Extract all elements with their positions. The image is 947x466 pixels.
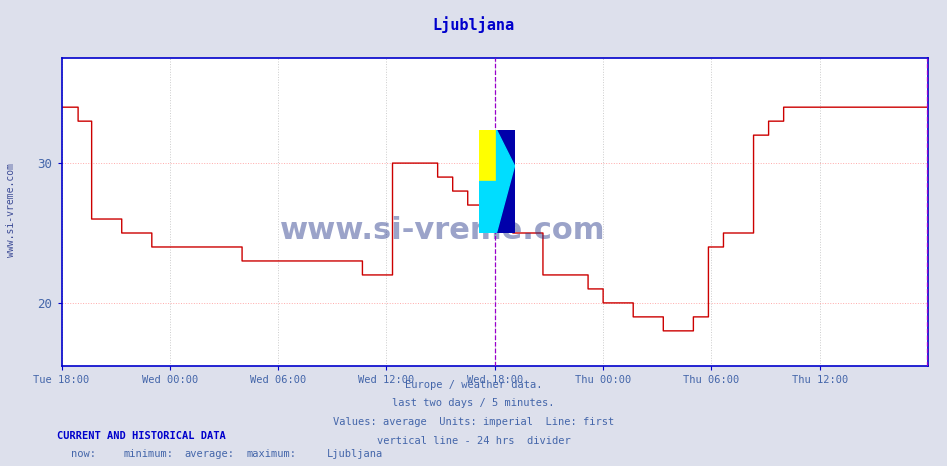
Text: www.si-vreme.com: www.si-vreme.com <box>280 216 605 245</box>
Text: Ljubljana: Ljubljana <box>433 16 514 33</box>
Text: Ljubljana: Ljubljana <box>327 449 383 459</box>
Polygon shape <box>496 130 514 233</box>
Text: Europe / weather data.: Europe / weather data. <box>404 380 543 390</box>
Bar <box>478 181 496 233</box>
Text: average:: average: <box>185 449 235 459</box>
Text: maximum:: maximum: <box>246 449 296 459</box>
Text: vertical line - 24 hrs  divider: vertical line - 24 hrs divider <box>377 436 570 445</box>
Bar <box>478 130 496 181</box>
Text: now:: now: <box>71 449 96 459</box>
Text: CURRENT AND HISTORICAL DATA: CURRENT AND HISTORICAL DATA <box>57 431 225 441</box>
Text: last two days / 5 minutes.: last two days / 5 minutes. <box>392 398 555 408</box>
Text: Values: average  Units: imperial  Line: first: Values: average Units: imperial Line: fi… <box>333 417 614 427</box>
Text: www.si-vreme.com: www.si-vreme.com <box>7 163 16 257</box>
Polygon shape <box>496 130 514 233</box>
Text: minimum:: minimum: <box>123 449 173 459</box>
